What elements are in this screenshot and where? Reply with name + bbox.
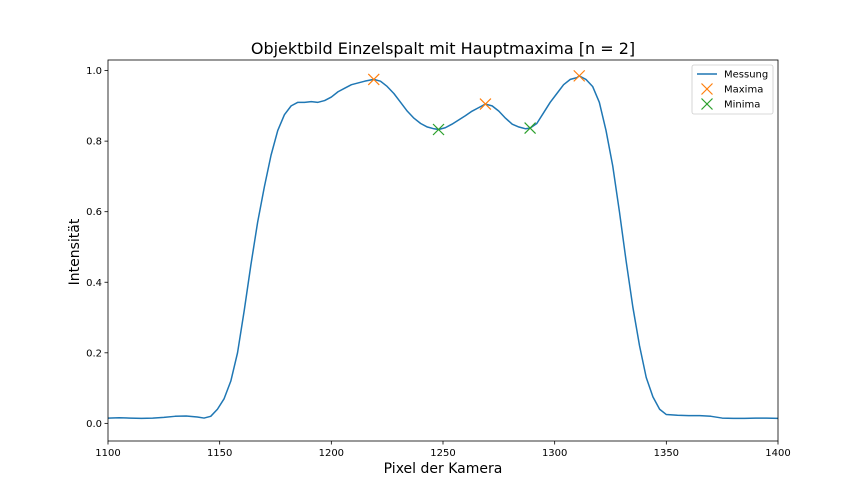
x-tick-label: 1250 <box>430 448 455 459</box>
legend-label-minima: Minima <box>724 100 760 111</box>
chart-title: Objektbild Einzelspalt mit Hauptmaxima [… <box>251 39 635 58</box>
x-tick-label: 1150 <box>207 448 232 459</box>
y-tick-label: 0.8 <box>86 137 102 148</box>
series-line-messung <box>107 75 779 420</box>
legend-swatch-minima <box>701 98 713 110</box>
legend-label-messung: Messung <box>724 70 768 81</box>
y-tick-label: 0.2 <box>86 348 102 359</box>
x-tick-label: 1100 <box>95 448 120 459</box>
y-axis-label: Intensität <box>67 218 83 285</box>
x-tick-label: 1200 <box>319 448 344 459</box>
plot-background <box>108 60 778 441</box>
legend-swatch-maxima <box>701 83 713 95</box>
y-tick-label: 0.6 <box>86 207 102 218</box>
y-tick-label: 0.4 <box>86 278 102 289</box>
marker-maxima-0 <box>367 73 380 86</box>
x-tick-label: 1400 <box>765 448 790 459</box>
legend-label-maxima: Maxima <box>724 85 763 96</box>
x-axis-label: Pixel der Kamera <box>384 461 503 477</box>
marker-minima-0 <box>432 123 445 136</box>
y-tick-label: 1.0 <box>86 66 102 77</box>
y-tick-label: 0.0 <box>86 419 102 430</box>
x-tick-label: 1300 <box>542 448 567 459</box>
series-layer <box>107 69 779 420</box>
axes-layer: 1100 1150 1200 1250 1300 1350 1400 0.0 0.2 0.4 0.6… <box>86 59 791 459</box>
marker-maxima-1 <box>479 98 492 111</box>
marker-minima-1 <box>524 122 537 135</box>
x-tick-label: 1350 <box>654 448 679 459</box>
legend: Messung Maxima Minima <box>691 64 774 115</box>
marker-maxima-2 <box>573 69 586 82</box>
legend-box <box>691 64 774 115</box>
